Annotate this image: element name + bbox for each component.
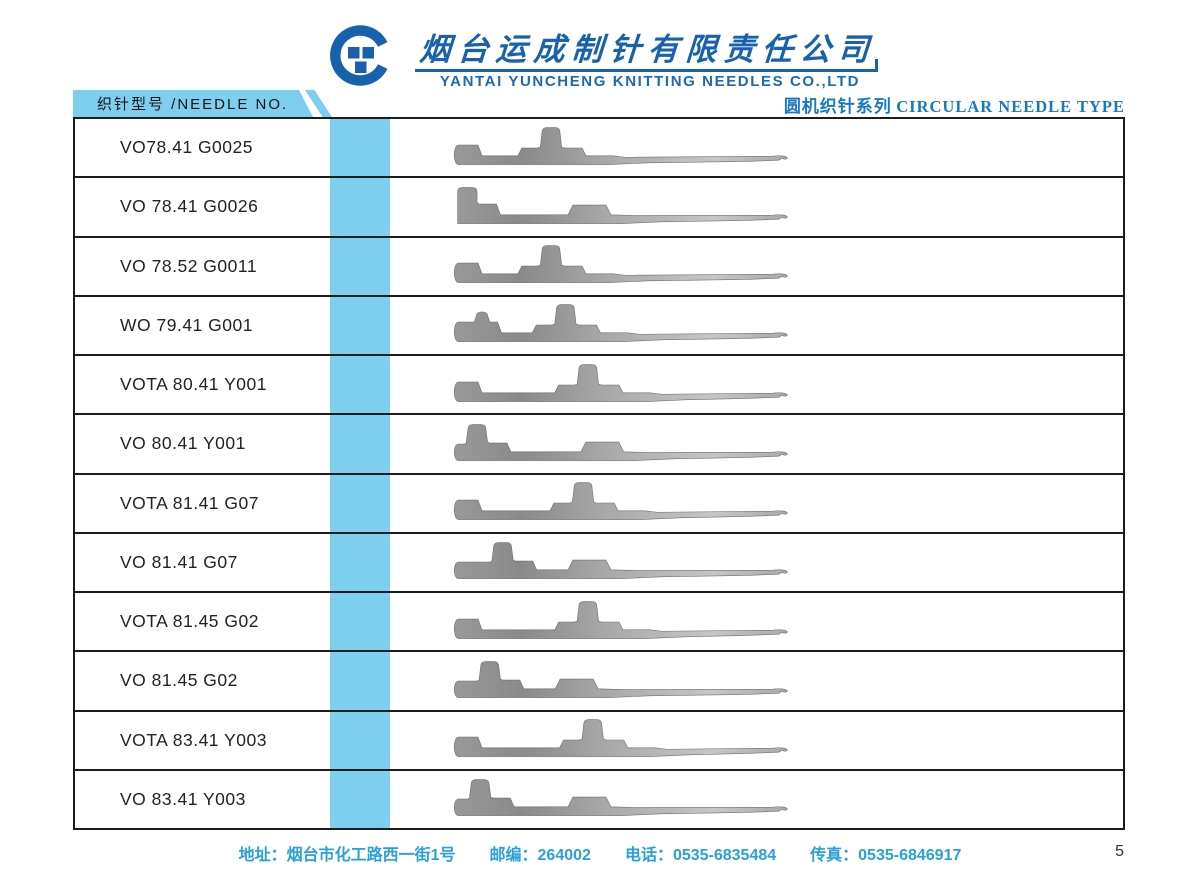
- needle-no-header-bar: 织针型号 /NEEDLE NO.: [73, 90, 313, 117]
- needle-model-label: VO 81.45 G02: [120, 670, 238, 691]
- needle-no-header-label: 织针型号 /NEEDLE NO.: [97, 96, 289, 113]
- needle-image: [445, 181, 795, 233]
- table-row: VO 78.41 G0026: [75, 178, 1123, 238]
- page-number: 5: [1115, 843, 1124, 860]
- needle-model-label: VOTA 81.41 G07: [120, 492, 259, 513]
- series-title: 圆机织针系列 CIRCULAR NEEDLE TYPE: [784, 92, 1125, 117]
- needle-image: [445, 359, 795, 411]
- table-row: WO 79.41 G001: [75, 297, 1123, 356]
- needle-image: [445, 418, 795, 470]
- table-row: VO 78.52 G0011: [75, 238, 1123, 297]
- company-name-cn: 烟台运成制针有限责任公司: [418, 32, 877, 67]
- table-row: VOTA 81.41 G07: [75, 475, 1123, 534]
- title-underline: [415, 69, 878, 72]
- table-row: VO 83.41 Y003: [75, 771, 1123, 828]
- footer-contact-item: 地址：烟台市化工路西一街1号: [238, 847, 456, 864]
- needle-model-label: VO 81.41 G07: [120, 551, 238, 572]
- table-row: VO 81.45 G02: [75, 652, 1123, 712]
- needle-table-rows: VO78.41 G0025 VO 78.41 G0026 VO 78.52 G0…: [75, 119, 1123, 828]
- needle-image: [445, 536, 795, 588]
- needle-model-label: VO78.41 G0025: [120, 137, 253, 158]
- needle-image: [445, 477, 795, 529]
- company-name-en: YANTAI YUNCHENG KNITTING NEEDLES CO.,LTD: [439, 73, 861, 90]
- needle-image: [445, 122, 795, 174]
- needle-model-label: VO 83.41 Y003: [120, 788, 246, 809]
- needle-model-label: VOTA 81.45 G02: [120, 611, 259, 632]
- needle-model-label: VOTA 80.41 Y001: [120, 374, 267, 395]
- needle-image: [445, 299, 795, 351]
- footer-contact-item: 邮编：264002: [489, 847, 591, 864]
- footer-contact-item: 电话：0535-6835484: [624, 847, 777, 864]
- footer-contact-item: 传真：0535-6846917: [810, 847, 962, 864]
- needle-model-label: VO 80.41 Y001: [120, 433, 246, 454]
- table-row: VOTA 83.41 Y003: [75, 712, 1123, 771]
- company-logo-icon: [328, 22, 392, 88]
- table-row: VO 81.41 G07: [75, 534, 1123, 593]
- needle-model-label: VOTA 83.41 Y003: [120, 729, 267, 750]
- title-underline-tick: [875, 59, 878, 72]
- table-row: VOTA 80.41 Y001: [75, 356, 1123, 416]
- needle-table: VO78.41 G0025 VO 78.41 G0026 VO 78.52 G0…: [73, 117, 1125, 830]
- needle-model-label: VO 78.52 G0011: [120, 255, 258, 276]
- needle-image: [445, 596, 795, 648]
- needle-model-label: VO 78.41 G0026: [120, 196, 259, 217]
- table-row: VOTA 81.45 G02: [75, 593, 1123, 653]
- needle-image: [445, 714, 795, 766]
- table-row: VO78.41 G0025: [75, 119, 1123, 179]
- series-title-en: CIRCULAR NEEDLE TYPE: [896, 97, 1125, 116]
- needle-image: [445, 773, 795, 825]
- footer-contact-line: 地址：烟台市化工路西一街1号 邮编：264002 电话：0535-6835484 传真…: [0, 841, 1200, 865]
- table-row: VO 80.41 Y001: [75, 415, 1123, 475]
- series-title-cn: 圆机织针系列: [783, 97, 892, 116]
- needle-image: [445, 655, 795, 707]
- needle-model-label: WO 79.41 G001: [120, 314, 253, 335]
- needle-image: [445, 240, 795, 292]
